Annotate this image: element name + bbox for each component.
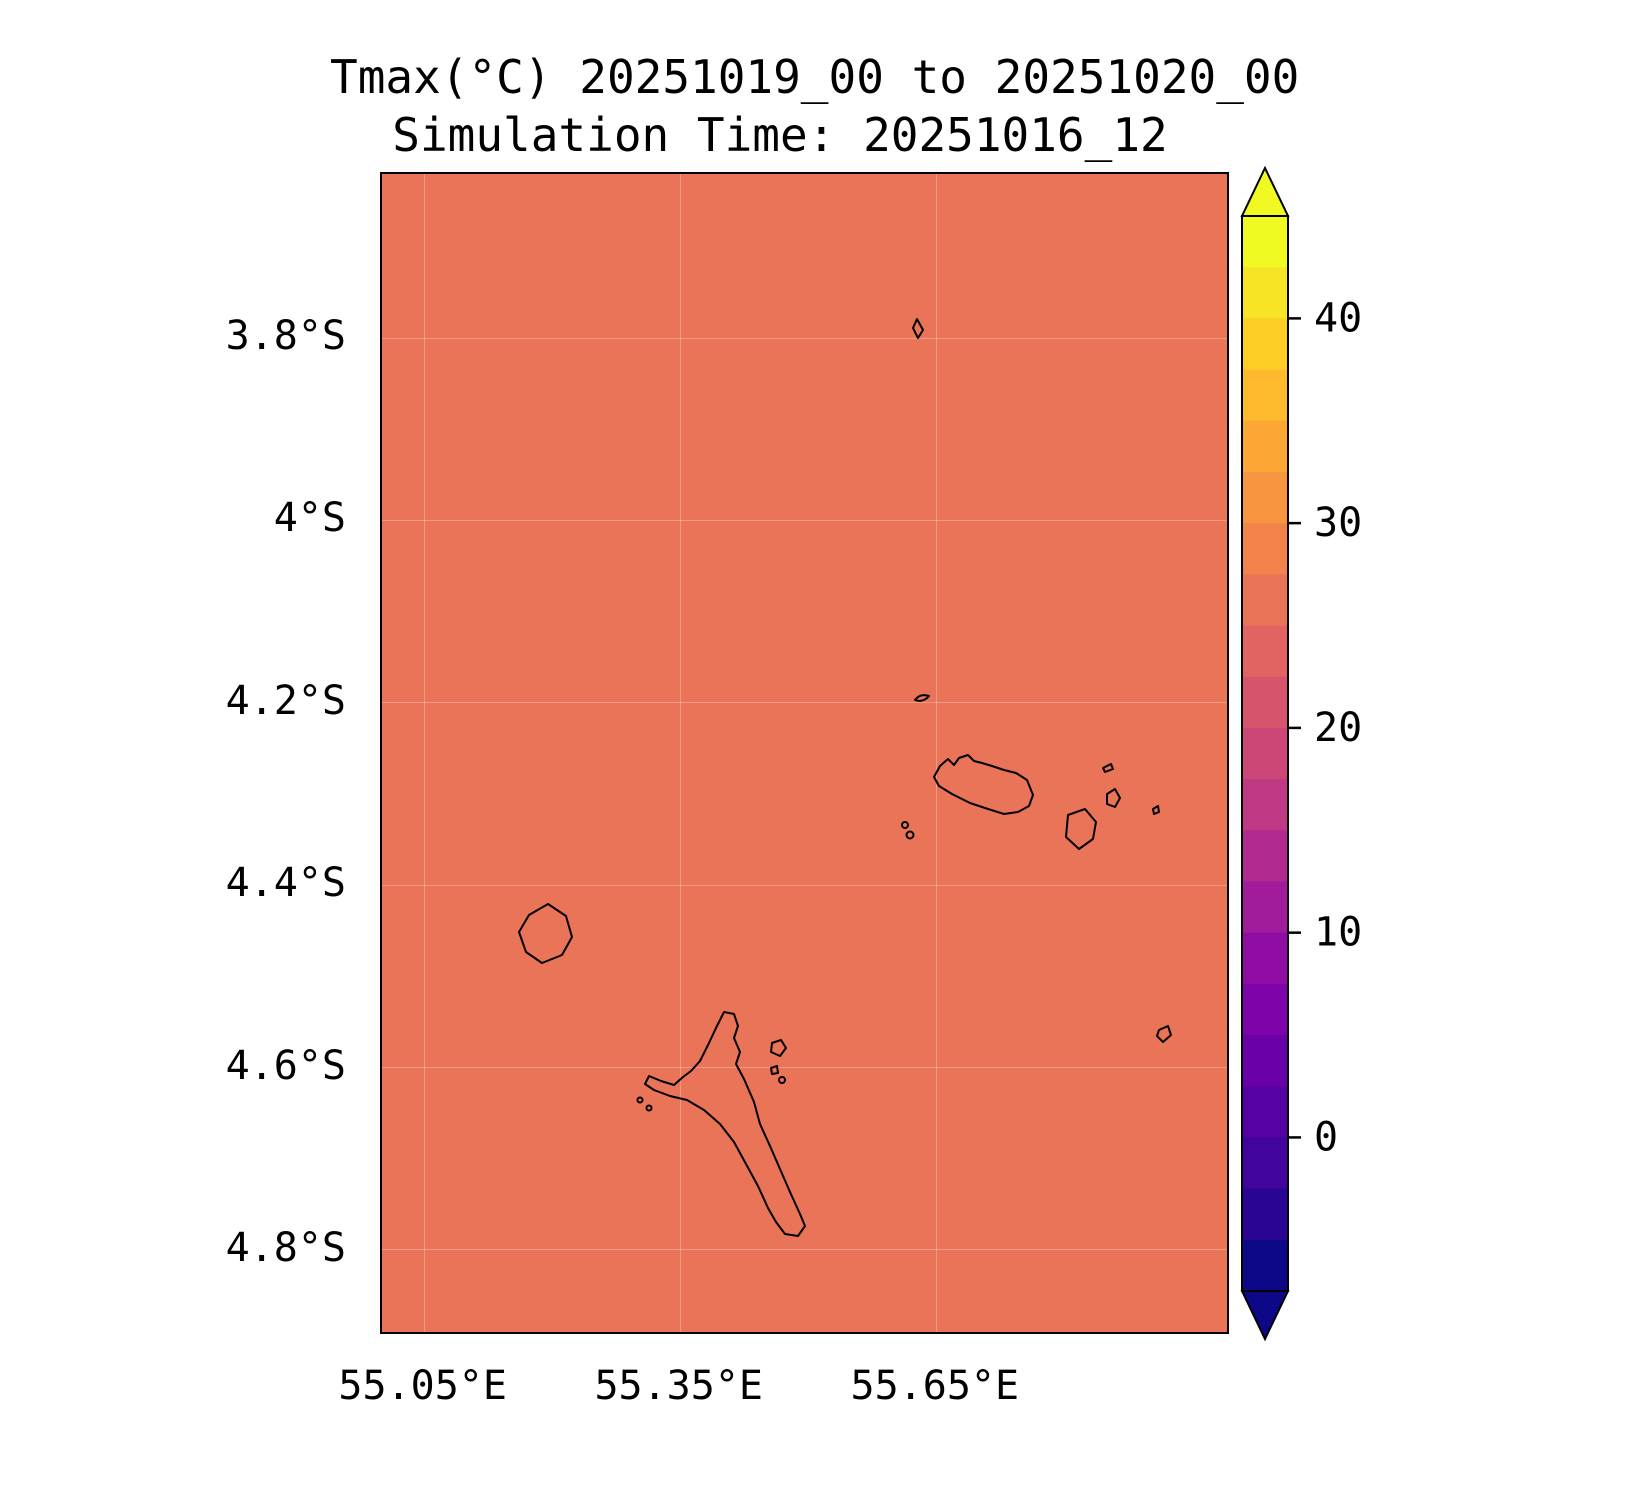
islet-outline [778,1076,786,1084]
gridline-horizontal [382,884,1227,886]
island-outline [912,318,924,339]
islet-outline [1152,805,1160,815]
gridline-horizontal [382,1249,1227,1251]
colorbar-band [1242,420,1288,473]
colorbar: 40 30 20 10 0 [1240,165,1470,1346]
islet-outline [770,1039,787,1057]
x-axis: 55.05°E 55.35°E 55.65°E [338,1360,1225,1420]
colorbar-band [1242,727,1288,780]
y-tick-label: 4.6°S [225,1042,346,1089]
islet-outline [1106,788,1121,808]
colorbar-band [1242,318,1288,371]
y-tick-label: 3.8°S [225,313,346,360]
gridline-vertical [680,174,682,1332]
colorbar-svg: 40 30 20 10 0 [1240,165,1362,1342]
y-tick-label: 4°S [273,495,346,542]
colorbar-band [1242,983,1288,1036]
island-outline [914,694,930,702]
colorbar-band [1242,1086,1288,1139]
x-tick-label: 55.65°E [850,1363,1020,1409]
gridline-horizontal [382,702,1227,704]
colorbar-band [1242,1035,1288,1088]
islet-outline [770,1065,779,1075]
gridline-horizontal [382,1067,1227,1069]
gridline-vertical [424,174,426,1332]
islet-outline [1102,763,1114,773]
y-tick-label: 4.2°S [225,677,346,724]
colorbar-band [1242,216,1288,268]
colorbar-band [1242,676,1288,729]
colorbar-band [1242,881,1288,934]
x-tick-label: 55.35°E [594,1363,764,1409]
figure-title: Tmax(°C) 20251019_00 to 20251020_00 Simu… [330,48,1300,164]
colorbar-extend-under [1240,1290,1290,1342]
islet-outline [1156,1025,1172,1043]
colorbar-band [1242,1137,1288,1190]
islet-outline [901,821,909,829]
colorbar-tick-label: 0 [1314,1114,1338,1160]
colorbar-band [1242,369,1288,422]
island-outline [1065,808,1097,850]
colorbar-band [1242,471,1288,524]
y-tick-label: 4.8°S [225,1224,346,1271]
coastlines-layer [518,318,1172,1237]
island-outline [933,754,1034,815]
gridline-horizontal [382,519,1227,521]
islet-outline [905,830,915,840]
colorbar-tick-label: 10 [1314,910,1362,956]
colorbar-band [1242,932,1288,985]
map-plot-area [380,172,1229,1334]
title-line-2: Simulation Time: 20251016_12 [392,108,1168,162]
colorbar-band [1242,523,1288,576]
colorbar-band [1242,267,1288,320]
colorbar-band [1242,1188,1288,1241]
y-axis: 3.8°S 4°S 4.2°S 4.4°S 4.6°S 4.8°S [0,172,346,1330]
colorbar-band [1242,574,1288,627]
gridlines-layer [382,174,1227,1332]
colorbar-band [1242,1239,1288,1292]
island-outline [644,1011,806,1237]
colorbar-band [1242,830,1288,883]
islet-outline [636,1096,644,1104]
x-tick-label: 55.05°E [338,1363,507,1409]
colorbar-band [1242,625,1288,678]
colorbar-tick-label: 30 [1314,500,1362,546]
colorbar-tick-label: 40 [1314,295,1362,341]
colorbar-tick-label: 20 [1314,705,1362,751]
islet-outline [645,1104,653,1112]
y-tick-label: 4.4°S [225,860,346,907]
gridline-vertical [936,174,938,1332]
colorbar-band [1242,779,1288,832]
gridline-horizontal [382,337,1227,339]
colorbar-extend-over [1240,165,1290,217]
island-outline [518,903,573,964]
title-line-1: Tmax(°C) 20251019_00 to 20251020_00 [330,50,1300,104]
colorbar-outline [1241,215,1289,1292]
